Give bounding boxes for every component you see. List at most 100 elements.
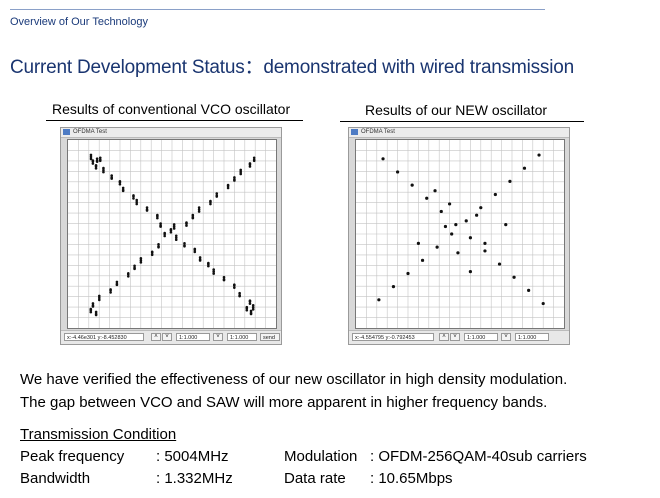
constellation-point — [94, 167, 98, 170]
constellation-point — [245, 305, 249, 309]
constellation-point — [174, 234, 178, 238]
constellation-point — [102, 168, 105, 172]
condition-label: Peak frequency — [20, 448, 125, 465]
window-footer: x:-4.46e301 y:-8.452830 ˄ ˅ 1:1.000 ˅ 1:… — [61, 330, 281, 344]
constellation-point — [207, 261, 210, 265]
constellation-point — [157, 244, 160, 248]
body-line-2: The gap between VCO and SAW will more ap… — [20, 394, 548, 411]
constellation-point — [172, 223, 176, 226]
constellation-point — [197, 208, 201, 211]
constellation-point — [416, 241, 420, 245]
constellation-point — [183, 241, 186, 245]
constellation-point — [248, 165, 252, 168]
scroll-down-button[interactable]: ˅ — [450, 333, 460, 341]
constellation-point — [504, 223, 508, 227]
scroll-down-button[interactable]: ˅ — [162, 333, 172, 341]
constellation-point — [133, 266, 136, 270]
constellation-point — [157, 242, 160, 246]
constellation-point — [91, 304, 95, 307]
constellation-point — [233, 286, 236, 289]
constellation-point — [110, 174, 113, 177]
constellation-point — [233, 176, 236, 179]
constellation-point — [121, 188, 125, 192]
constellation-point — [109, 291, 112, 294]
page-title: Current Development Status：demonstrated … — [10, 57, 574, 78]
zoom-field-2[interactable]: 1:1.000 — [227, 333, 257, 341]
constellation-point — [91, 302, 95, 305]
scroll-up-button[interactable]: ˄ — [151, 333, 161, 341]
constellation-point — [212, 270, 215, 273]
constellation-point — [97, 294, 101, 298]
condition-value: : 1.332MHz — [156, 470, 233, 487]
constellation-point — [233, 283, 236, 286]
constellation-plot — [67, 139, 277, 329]
condition-label: Modulation — [284, 448, 358, 465]
constellation-point — [251, 304, 255, 307]
scroll-up-button[interactable]: ˄ — [439, 333, 449, 341]
zoom-down-button[interactable]: ˅ — [501, 333, 511, 341]
send-button[interactable]: send — [260, 333, 280, 341]
constellation-point — [135, 198, 139, 202]
constellation-point — [483, 249, 487, 253]
constellation-point — [118, 179, 122, 183]
constellation-point — [522, 166, 527, 170]
constellation-point — [377, 298, 381, 302]
coord-readout: x:-4.46e301 y:-8.452830 — [64, 333, 144, 341]
condition-value: : 5004MHz — [156, 448, 229, 465]
constellation-point — [95, 159, 99, 162]
conditions-heading: Transmission Condition — [20, 426, 177, 443]
constellation-point — [226, 183, 230, 187]
window-icon — [351, 129, 358, 135]
zoom-field-1[interactable]: 1:1.000 — [176, 333, 210, 341]
window-footer: x:-4.554795 y:-0.792453 ˄ ˅ 1:1.000 ˅ 1:… — [349, 330, 569, 344]
constellation-point — [239, 170, 243, 174]
constellation-point — [450, 232, 454, 236]
constellation-point — [89, 153, 93, 157]
constellation-point — [209, 202, 212, 206]
constellation-point — [193, 250, 197, 254]
constellation-point — [391, 285, 396, 289]
constellation-point — [174, 238, 178, 242]
constellation-point — [212, 268, 215, 271]
constellation-point — [222, 275, 226, 279]
constellation-point — [94, 312, 98, 316]
constellation-window-vco: OFDMA Test x:-4.46e301 y:-8.452830 ˄ ˅ 1… — [60, 127, 282, 345]
constellation-point — [248, 162, 252, 165]
constellation-point — [159, 224, 162, 227]
constellation-point — [109, 288, 112, 291]
zoom-field-1[interactable]: 1:1.000 — [464, 333, 498, 341]
constellation-point — [238, 293, 241, 297]
constellation-point — [183, 243, 186, 247]
constellation-point — [139, 257, 143, 260]
constellation-point — [197, 206, 201, 209]
constellation-point — [150, 250, 154, 254]
constellation-point — [135, 202, 139, 206]
zoom-field-2[interactable]: 1:1.000 — [515, 333, 549, 341]
constellation-point — [115, 282, 119, 286]
constellation-point — [89, 310, 93, 314]
constellation-point — [185, 221, 188, 224]
constellation-point — [169, 227, 173, 231]
condition-label: Data rate — [284, 470, 346, 487]
constellation-point — [139, 261, 143, 264]
constellation-point — [222, 277, 226, 281]
condition-value: : OFDM-256QAM-40sub carriers — [370, 448, 587, 465]
condition-label: Bandwidth — [20, 470, 91, 487]
constellation-point — [251, 306, 255, 309]
constellation-point — [172, 227, 176, 230]
constellation-point — [215, 194, 219, 197]
constellation-point — [454, 223, 458, 227]
constellation-point — [433, 189, 437, 193]
constellation-point — [163, 231, 166, 235]
window-icon — [63, 129, 70, 135]
constellation-point — [174, 236, 178, 240]
constellation-point — [245, 308, 249, 312]
constellation-point — [448, 202, 452, 206]
constellation-point — [135, 200, 139, 204]
zoom-down-button[interactable]: ˅ — [213, 333, 223, 341]
constellation-point — [163, 234, 166, 238]
constellation-point — [102, 170, 105, 174]
constellation-point — [102, 166, 105, 170]
constellation-point — [249, 309, 253, 313]
constellation-point — [197, 210, 201, 213]
